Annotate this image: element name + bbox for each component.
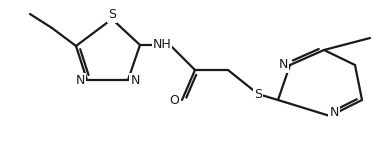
Text: N: N bbox=[278, 59, 288, 72]
Text: S: S bbox=[108, 8, 116, 21]
Text: S: S bbox=[254, 87, 262, 100]
Text: O: O bbox=[169, 93, 179, 107]
Text: N: N bbox=[75, 73, 85, 86]
Text: N: N bbox=[329, 107, 339, 120]
Text: NH: NH bbox=[153, 38, 172, 52]
Text: N: N bbox=[130, 73, 140, 86]
